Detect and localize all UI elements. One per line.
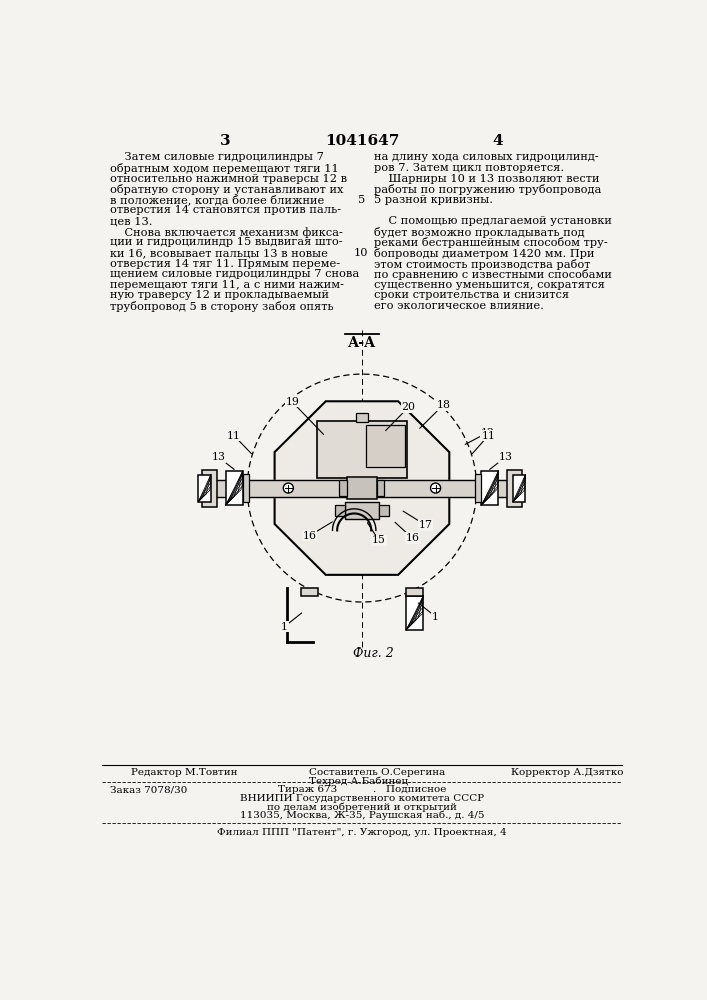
Circle shape [431, 483, 440, 493]
Text: 16: 16 [303, 531, 316, 541]
Text: сроки строительства и снизится: сроки строительства и снизится [373, 290, 568, 300]
Bar [507, 470, 522, 507]
Text: Тираж 673           .   Подписное: Тираж 673 . Подписное [278, 785, 446, 794]
Text: Филиал ППП "Патент", г. Ужгород, ул. Проектная, 4: Филиал ППП "Патент", г. Ужгород, ул. Про… [217, 828, 507, 837]
Text: по сравнению с известными способами: по сравнению с известными способами [373, 269, 612, 280]
Text: 16: 16 [405, 533, 419, 543]
Text: Редактор М.Товтин: Редактор М.Товтин [131, 768, 238, 777]
Polygon shape [274, 401, 450, 575]
Text: 1041647: 1041647 [325, 134, 399, 148]
Text: реками бестраншейным способом тру-: реками бестраншейным способом тру- [373, 237, 607, 248]
Text: 13: 13 [498, 452, 513, 462]
Text: 113035, Москва, Ж-35, Раушская наб., д. 4/5: 113035, Москва, Ж-35, Раушская наб., д. … [240, 811, 484, 820]
Text: Фиг. 2: Фиг. 2 [354, 647, 394, 660]
Text: Заказ 7078/30: Заказ 7078/30 [110, 785, 187, 794]
Text: ции и гидроцилиндр 15 выдвигая што-: ции и гидроцилиндр 15 выдвигая што- [110, 237, 343, 247]
Bar [201, 470, 217, 507]
Text: в положение, когда более ближние: в положение, когда более ближние [110, 195, 325, 206]
Text: этом стоимость производства работ: этом стоимость производства работ [373, 259, 590, 270]
Text: цев 13.: цев 13. [110, 216, 153, 226]
Text: отверстия 14 становятся против паль-: отверстия 14 становятся против паль- [110, 205, 341, 215]
Text: Затем силовые гидроцилиндры 7: Затем силовые гидроцилиндры 7 [110, 152, 324, 162]
Bar [513, 475, 525, 502]
Bar [226, 471, 243, 505]
Circle shape [284, 483, 293, 493]
Text: его экологическое влияние.: его экологическое влияние. [373, 301, 544, 311]
Text: 20: 20 [402, 402, 416, 412]
Text: 15: 15 [372, 535, 386, 545]
Text: 12: 12 [481, 428, 494, 438]
Text: Техред А.Бабинец: Техред А.Бабинец [309, 777, 409, 786]
Bar [335, 505, 344, 516]
Text: будет возможно прокладывать под: будет возможно прокладывать под [373, 227, 584, 238]
Text: 19: 19 [285, 397, 299, 407]
Text: ров 7. Затем цикл повторяется.: ров 7. Затем цикл повторяется. [373, 163, 563, 173]
Text: А-А: А-А [348, 336, 376, 350]
Bar [377, 480, 385, 496]
Bar [481, 471, 498, 505]
Text: работы по погружению трубопровода: работы по погружению трубопровода [373, 184, 601, 195]
Text: ную траверсу 12 и прокладываемый: ную траверсу 12 и прокладываемый [110, 290, 329, 300]
Text: на длину хода силовых гидроцилинд-: на длину хода силовых гидроцилинд- [373, 152, 598, 162]
Text: 10: 10 [354, 248, 368, 258]
Bar [199, 475, 211, 502]
Text: 18: 18 [436, 400, 450, 410]
Bar [406, 596, 423, 630]
Bar [366, 425, 404, 467]
Text: трубопровод 5 в сторону забоя опять: трубопровод 5 в сторону забоя опять [110, 301, 334, 312]
Text: 17: 17 [419, 520, 433, 530]
Text: 3: 3 [221, 134, 231, 148]
Text: 5: 5 [358, 195, 365, 205]
Text: бопроводы диаметром 1420 мм. При: бопроводы диаметром 1420 мм. При [373, 248, 594, 259]
Text: 13: 13 [211, 452, 226, 462]
Bar [344, 502, 380, 519]
Text: по делам изобретений и открытий: по делам изобретений и открытий [267, 802, 457, 812]
Bar [356, 413, 368, 422]
Bar [380, 505, 389, 516]
Text: 4: 4 [492, 134, 503, 148]
Text: обратную сторону и устанавливают их: обратную сторону и устанавливают их [110, 184, 344, 195]
Text: 1: 1 [432, 612, 439, 622]
Text: ки 16, всовывает пальцы 13 в новые: ки 16, всовывает пальцы 13 в новые [110, 248, 328, 258]
Bar [243, 474, 249, 502]
Text: Составитель О.Серегина: Составитель О.Серегина [309, 768, 445, 777]
Text: 1: 1 [281, 622, 288, 632]
Text: обратным ходом перемещают тяги 11: обратным ходом перемещают тяги 11 [110, 163, 339, 174]
Bar [406, 588, 423, 596]
Text: 11: 11 [481, 431, 496, 441]
Text: щением силовые гидроцилиндры 7 снова: щением силовые гидроцилиндры 7 снова [110, 269, 359, 279]
Bar [317, 421, 407, 478]
Text: С помощью предлагаемой установки: С помощью предлагаемой установки [373, 216, 612, 226]
Text: существенно уменьшится, сократятся: существенно уменьшится, сократятся [373, 280, 604, 290]
Text: отверстия 14 тяг 11. Прямым переме-: отверстия 14 тяг 11. Прямым переме- [110, 259, 340, 269]
Text: ВНИИПИ Государственного комитета СССР: ВНИИПИ Государственного комитета СССР [240, 794, 484, 803]
Bar [475, 474, 481, 502]
Text: Шарниры 10 и 13 позволяют вести: Шарниры 10 и 13 позволяют вести [373, 174, 599, 184]
Text: относительно нажимной траверсы 12 в: относительно нажимной траверсы 12 в [110, 174, 347, 184]
Text: 11: 11 [227, 431, 241, 441]
Bar [300, 588, 317, 596]
Bar [347, 477, 377, 499]
Bar [339, 480, 347, 496]
Text: Снова включается механизм фикса-: Снова включается механизм фикса- [110, 227, 343, 238]
Text: 5 разной кривизны.: 5 разной кривизны. [373, 195, 493, 205]
Text: перемещают тяги 11, а с ними нажим-: перемещают тяги 11, а с ними нажим- [110, 280, 344, 290]
Text: Корректор А.Дзятко: Корректор А.Дзятко [510, 768, 624, 777]
